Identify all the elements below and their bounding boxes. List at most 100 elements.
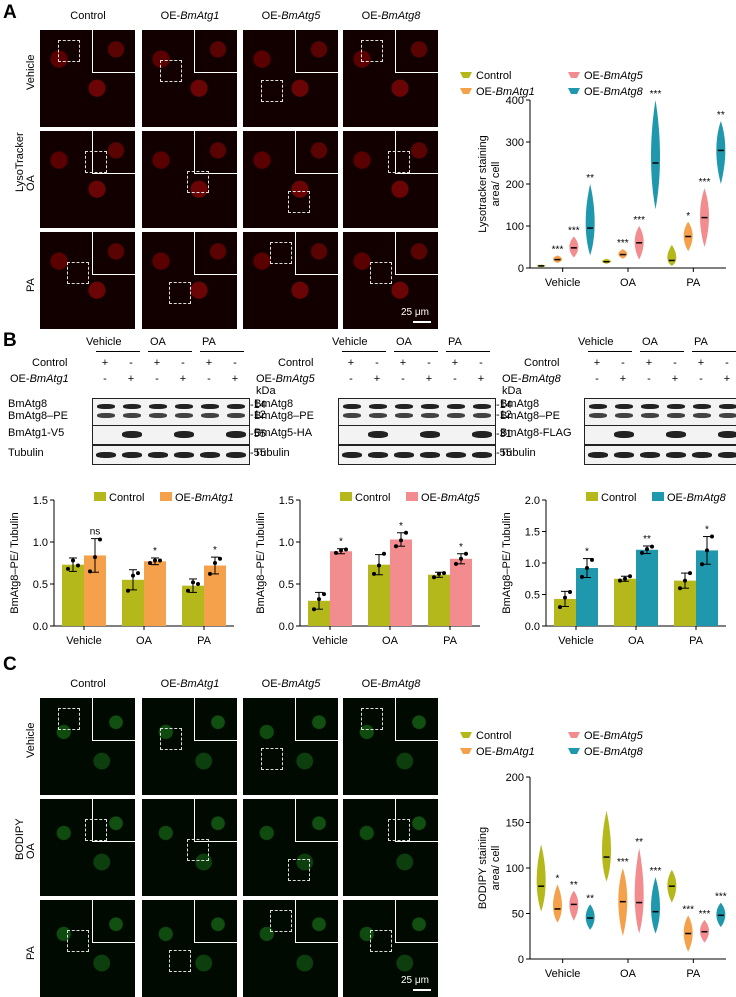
- oe-sign: -: [401, 373, 405, 385]
- data-point: [558, 605, 562, 610]
- blot-band: [472, 431, 492, 438]
- x-tick-label: Vehicle: [558, 635, 593, 647]
- control-sign: -: [427, 357, 431, 369]
- zoom-region-box: [160, 728, 182, 750]
- group-underline: [446, 351, 490, 352]
- significance-mark: *: [686, 211, 690, 222]
- blot-band: [97, 413, 115, 418]
- data-point: [640, 550, 644, 555]
- blot-band: [226, 431, 246, 438]
- y-tick-label: 0: [518, 954, 524, 966]
- column-label-oe-bmatg1: OE-BmAtg1: [160, 10, 220, 22]
- violin-shape: [569, 890, 579, 921]
- data-point: [678, 586, 682, 591]
- data-point: [399, 538, 403, 543]
- significance-mark: ***: [568, 226, 580, 237]
- micrograph: [40, 799, 135, 896]
- zoom-region-box: [361, 708, 383, 730]
- zoom-region-box: [288, 191, 310, 213]
- micrograph: [142, 232, 237, 329]
- data-point: [208, 571, 212, 576]
- blot-band: [226, 452, 246, 458]
- oe-sign: +: [179, 373, 187, 385]
- micrograph: [343, 131, 438, 228]
- legend-label: OE-BmAtg8: [584, 746, 644, 758]
- control-row-label: Control: [524, 357, 560, 369]
- blot-band: [122, 452, 142, 458]
- x-tick-label: Vehicle: [545, 277, 580, 289]
- column-label-oe-bmatg1: OE-BmAtg1: [160, 678, 220, 690]
- legend-swatch: [340, 492, 352, 501]
- legend-label: Control: [109, 492, 144, 504]
- zoom-region-box: [67, 930, 89, 952]
- blot-band: [718, 452, 736, 458]
- y-tick-label: 1.0: [33, 537, 48, 549]
- legend-swatch: [460, 72, 472, 78]
- legend-label: OE-BmAtg8: [584, 86, 644, 98]
- zoom-region-box: [85, 151, 107, 173]
- kda-label: kDa: [502, 385, 522, 397]
- blot-band: [693, 404, 711, 409]
- legend-swatch: [94, 492, 106, 501]
- significance-mark: *: [585, 547, 589, 558]
- legend-swatch: [406, 492, 418, 501]
- blot-group-label: Vehicle: [578, 336, 614, 348]
- data-point: [88, 569, 92, 574]
- zoom-inset: [194, 232, 237, 275]
- micrograph: [243, 900, 338, 997]
- blot-band: [615, 413, 633, 418]
- violin-shape: [585, 184, 595, 256]
- group-underline: [588, 351, 632, 352]
- micrograph: [142, 131, 237, 228]
- bar: [428, 574, 450, 626]
- blot-band: [369, 413, 387, 418]
- row-label-vehicle: Vehicle: [25, 722, 37, 758]
- significance-mark: **: [635, 837, 643, 848]
- zoom-inset: [92, 900, 135, 943]
- control-sign: -: [375, 357, 379, 369]
- blot-row-label: BmAtg5-HA: [254, 427, 313, 439]
- y-axis-label: BODIPY stainingarea/ cell: [477, 827, 502, 909]
- blot-row-label: Tubulin: [8, 447, 44, 459]
- marker-label: -55: [250, 447, 266, 459]
- micrograph: [243, 232, 338, 329]
- blot-band: [719, 413, 736, 418]
- control-sign: +: [697, 357, 705, 369]
- y-tick-label: 1.5: [525, 527, 540, 539]
- bar: [144, 561, 166, 626]
- data-point: [710, 534, 714, 539]
- blot-row-label: BmAtg8: [8, 398, 48, 410]
- blot-band: [447, 404, 465, 409]
- data-point: [437, 571, 441, 576]
- data-point: [590, 557, 594, 562]
- blot-row-label: BmAtg8: [254, 398, 294, 410]
- violin-shape: [667, 244, 677, 266]
- zoom-inset: [194, 30, 237, 73]
- blot-membrane: [584, 425, 736, 445]
- control-sign: +: [153, 357, 161, 369]
- group-underline: [640, 351, 684, 352]
- y-tick-label: 1.0: [525, 558, 540, 570]
- data-point: [688, 571, 692, 576]
- oe-row-label: OE-BmAtg1: [10, 373, 69, 385]
- y-tick-label: 150: [506, 818, 524, 830]
- zoom-inset: [295, 232, 338, 275]
- legend-swatch: [568, 732, 580, 738]
- significance-mark: ***: [617, 857, 629, 868]
- zoom-inset: [395, 30, 438, 73]
- significance-mark: **: [586, 893, 594, 904]
- blot-band: [693, 413, 711, 418]
- y-tick-label: 0: [518, 263, 524, 275]
- legend-label: Control: [601, 492, 636, 504]
- y-tick-label: 50: [512, 909, 524, 921]
- blot-membrane: [338, 445, 496, 465]
- blot-band: [122, 431, 142, 438]
- data-point: [339, 548, 343, 553]
- row-label-oa: OA: [25, 175, 37, 191]
- oe-sign: +: [231, 373, 239, 385]
- zoom-inset: [92, 232, 135, 275]
- data-point: [623, 576, 627, 581]
- zoom-region-box: [261, 748, 283, 770]
- data-point: [322, 592, 326, 597]
- panel-letter-a: A: [3, 2, 17, 23]
